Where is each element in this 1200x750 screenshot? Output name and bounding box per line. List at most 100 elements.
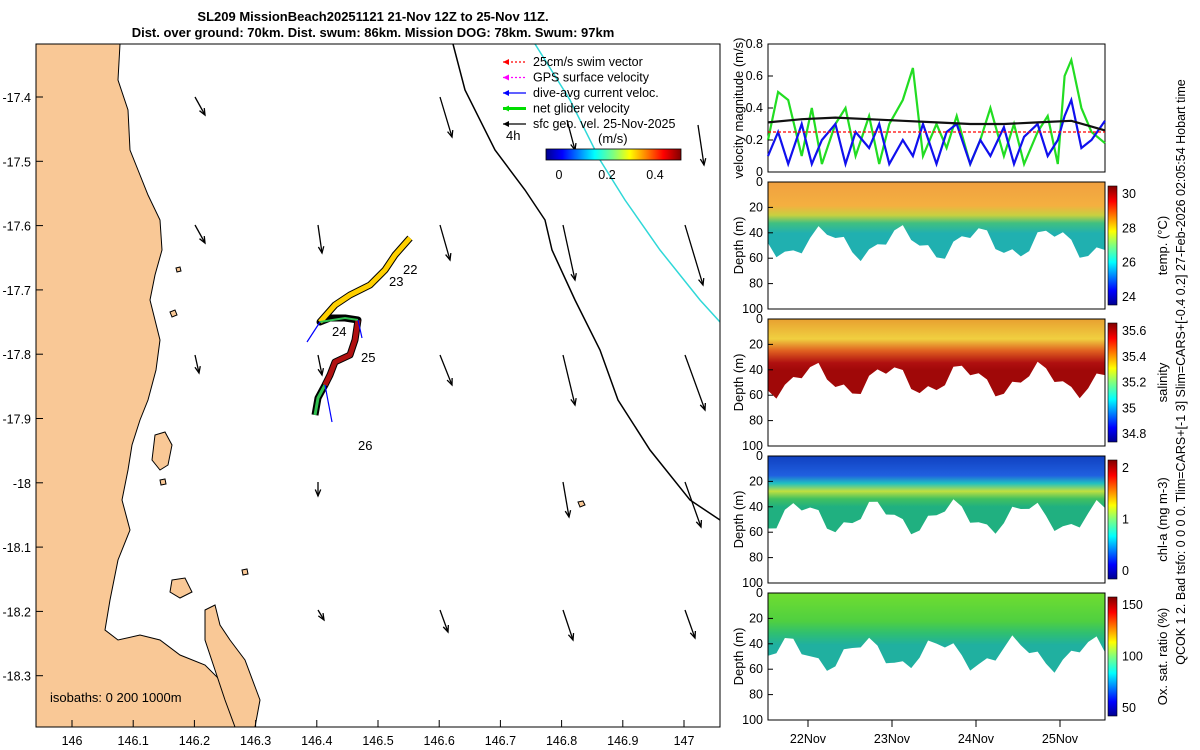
section-ytick-label: 80: [749, 414, 763, 428]
section-ytick-label: 20: [749, 200, 763, 214]
map-xtick-label: 146.8: [546, 734, 577, 748]
speed-colorbar: [545, 148, 682, 161]
colorbar-tick-label: 1: [1122, 513, 1129, 527]
velocity-panel: 0 0.2 0.4 0.6 0.8 velocity magnitude (m/s): [731, 37, 1106, 179]
map-xtick-label: 146.9: [607, 734, 638, 748]
velocity-series-line: [766, 56, 1106, 168]
section-panel: 0 20 40 60 80 100 Depth (m) 0 1 2 chl-a (mg m-3): [731, 449, 1170, 590]
legend-arrowhead: [503, 121, 509, 127]
section-panel: 0 20 40 60 80 100 Depth (m) 24 26 28 30 temp. (°C): [731, 175, 1170, 316]
isobath-200m: [452, 44, 720, 521]
track-day-label-23: 23: [389, 274, 403, 289]
colorbar-tick-2: 0.4: [646, 168, 663, 182]
map-ytick-label: -17.5: [3, 155, 32, 169]
section-ytick-label: 80: [749, 688, 763, 702]
section-frame: [767, 455, 1106, 584]
track-slow-segment: [318, 236, 412, 324]
velocity-series-line: [766, 96, 1106, 169]
velocity-ytick-label: 0.6: [746, 69, 763, 83]
map-xtick-label: 146.1: [118, 734, 149, 748]
section-ytick-label: 60: [749, 662, 763, 676]
island-small-1: [169, 309, 178, 318]
colorbar-tick-label: 35.4: [1122, 350, 1146, 364]
colorbar-tick-label: 28: [1122, 221, 1136, 235]
section-ytick-label: 0: [756, 312, 763, 326]
section-ytick-label: 80: [749, 277, 763, 291]
section-heatmap: [768, 319, 1105, 399]
colorbar-unit: (m/s): [598, 131, 628, 146]
current-vector-3: [324, 384, 333, 423]
velocity-ylabel: velocity magnitude (m/s): [731, 38, 746, 179]
legend-item: GPS surface velocity: [503, 71, 650, 85]
current-vector-2: [357, 319, 363, 339]
section-colorbar: [1107, 322, 1118, 443]
geostrophic-vector: [562, 224, 577, 282]
colorbar-tick-label: 35.2: [1122, 376, 1146, 390]
section-ylabel: Depth (m): [731, 354, 746, 412]
colorbar-tick-0: 0: [556, 168, 563, 182]
legend-label: sfc geo. vel. 25-Nov-2025: [533, 117, 675, 131]
geostrophic-vector: [684, 224, 705, 287]
current-vector-1: [306, 321, 321, 343]
section-frame: [767, 318, 1106, 447]
section-ytick-label: 0: [756, 449, 763, 463]
track-day-label-25: 25: [361, 350, 375, 365]
section-ytick-label: 40: [749, 226, 763, 240]
section-ytick-label: 100: [742, 576, 763, 590]
colorbar-tick-label: 100: [1122, 650, 1143, 664]
legend-label: net glider velocity: [533, 102, 630, 116]
legend-item: 25cm/s swim vector: [503, 55, 643, 69]
isobath-1000m: [534, 44, 720, 323]
section-ytick-label: 100: [742, 713, 763, 727]
map-xtick-label: 146.3: [240, 734, 271, 748]
colorbar-tick-label: 34.8: [1122, 427, 1146, 441]
geostrophic-vector: [684, 609, 697, 640]
section-colorbar: [1107, 459, 1118, 580]
colorbar-tick-label: 150: [1122, 598, 1143, 612]
colorbar-tick-label: 35.6: [1122, 324, 1146, 338]
velocity-ytick-label: 0.2: [746, 133, 763, 147]
track-fast-segment: [322, 319, 361, 387]
section-ytick-label: 60: [749, 251, 763, 265]
figure-title-line2: Dist. over ground: 70km. Dist. swum: 86k…: [132, 25, 615, 40]
section-ylabel: Depth (m): [731, 628, 746, 686]
map-xtick-label: 146: [62, 734, 83, 748]
island-hinchinbrook: [151, 431, 173, 471]
section-ytick-label: 20: [749, 474, 763, 488]
section-ytick-label: 20: [749, 337, 763, 351]
map-xtick-label: 146.7: [485, 734, 516, 748]
velocity-ytick-label: 0: [756, 165, 763, 179]
map-ytick-label: -17.7: [3, 284, 32, 298]
velocity-ytick-label: 0.4: [746, 101, 763, 115]
geostrophic-vector: [684, 354, 707, 412]
section-xtick-label: 24Nov: [958, 732, 995, 746]
legend-interval: 4h: [506, 128, 520, 143]
section-panel: 0 20 40 60 80 100 Depth (m) 50 100 150 Ox. sat. ra…: [731, 586, 1170, 727]
geostrophic-vector: [562, 481, 572, 519]
colorbar-tick-label: 35: [1122, 401, 1136, 415]
map-xtick-label: 147: [674, 734, 695, 748]
legend-item: sfc geo. vel. 25-Nov-2025: [503, 117, 675, 131]
island-small-2: [175, 266, 182, 273]
track-outline: [311, 235, 413, 416]
section-ylabel: Depth (m): [731, 217, 746, 275]
section-ytick-label: 40: [749, 637, 763, 651]
map-ytick-label: -18.3: [3, 670, 32, 684]
section-ytick-label: 20: [749, 611, 763, 625]
map-ytick-label: -18.1: [3, 541, 32, 555]
section-ytick-label: 40: [749, 500, 763, 514]
section-heatmap: [768, 593, 1105, 673]
geostrophic-vector: [439, 96, 454, 139]
geostrophic-vector: [317, 354, 325, 377]
legend-label: 25cm/s swim vector: [533, 55, 643, 69]
isobaths-label: isobaths: 0 200 1000m: [50, 690, 182, 705]
geostrophic-vector: [684, 481, 703, 529]
track-day-label-22: 22: [403, 262, 417, 277]
map-ytick-label: -17.6: [3, 220, 32, 234]
colorbar-label: temp. (°C): [1155, 216, 1170, 275]
section-xtick-label: 23Nov: [874, 732, 911, 746]
colorbar-tick-label: 2: [1122, 461, 1129, 475]
geostrophic-vector: [317, 609, 325, 622]
geostrophic-vector-field: [194, 96, 707, 642]
